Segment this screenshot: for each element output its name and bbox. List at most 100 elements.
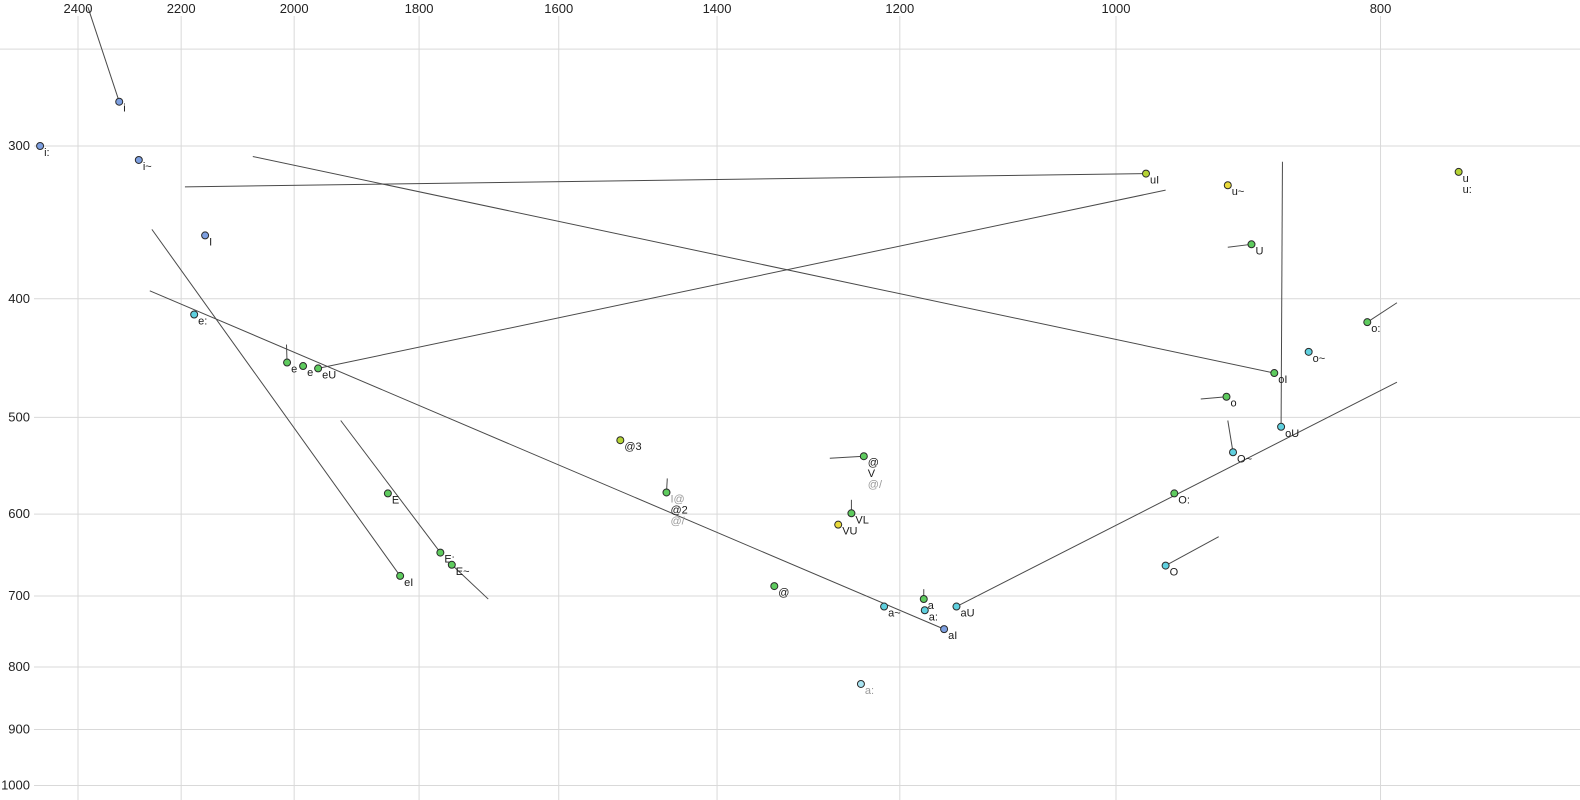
vowel-label-I-schwa-0: I@ [670,493,684,505]
vowel-label-schwa3-0: @3 [624,441,641,453]
vowel-point-aI[interactable] [940,625,949,634]
vowel-label-E-0: E [392,494,399,506]
y-axis-tick-label: 900 [8,722,30,737]
vowel-point-schwa[interactable] [770,582,779,591]
y-axis-tick-label: 500 [8,409,30,424]
trajectory-line-i-tail [87,7,120,102]
vowel-point-u-nasal[interactable] [1223,181,1232,190]
vowel-label-a-long-faded-0: a: [865,685,874,697]
trajectory-line-o-tick [1200,396,1227,400]
vowel-label-O-0: O [1170,567,1179,579]
y-axis-tick-label: 1000 [1,777,30,792]
x-axis-tick-label: 2200 [167,1,196,16]
vowel-label-I-schwa-1: @2 [670,504,687,516]
vowel-point-oU[interactable] [1277,422,1286,431]
x-axis-tick-label: 800 [1370,1,1392,16]
vowel-point-uI[interactable] [1141,169,1150,178]
vowel-point-i[interactable] [115,97,124,106]
vowel-point-e-2[interactable] [299,362,308,371]
trajectory-line-E-nasal-tail [451,564,489,600]
trajectory-line-schwa-V-tick [829,455,864,459]
vowel-label-e-1-0: e [291,364,297,376]
vowel-point-E-nasal[interactable] [447,560,456,569]
vowel-label-a-0: a [928,600,935,612]
vowel-label-schwa-0: @ [778,587,789,599]
vowel-label-aI-0: aI [948,630,957,642]
trajectory-line-aI-trajectory [149,290,945,630]
vowel-point-i-nasal[interactable] [134,155,143,164]
y-axis-tick-label: 600 [8,506,30,521]
vowel-point-E[interactable] [383,489,392,498]
x-axis-tick-label: 1800 [405,1,434,16]
vowel-label-aU-0: aU [960,608,974,620]
trajectory-line-oU-trajectory [1280,161,1283,427]
vowel-point-eU[interactable] [314,364,323,373]
vowel-label-i-nasal-0: i~ [143,161,152,173]
vowel-point-e-1[interactable] [283,358,292,367]
vowel-label-I-schwa-2: @/ [670,515,685,527]
vowel-label-e-long-0: e: [198,316,207,328]
x-axis-tick-label: 1000 [1102,1,1131,16]
vowel-point-u-long[interactable] [1454,167,1463,176]
vowel-label-eI-0: eI [404,577,413,589]
vowel-point-eI[interactable] [396,571,405,580]
vowel-label-a-long-0: a: [929,611,938,623]
trajectory-line-uI-trajectory [184,173,1147,188]
vowel-point-O[interactable] [1161,561,1170,570]
vowel-point-oI[interactable] [1270,369,1279,378]
vowel-point-aU[interactable] [952,602,961,611]
vowel-label-oI-0: oI [1278,374,1287,386]
vowel-label-i-long-0: i: [44,147,50,159]
vowel-label-VU-0: VU [842,526,857,538]
vowel-point-e-long[interactable] [190,310,199,319]
trajectory-line-eU-trajectory [318,189,1166,369]
vowel-label-o-0: o [1230,398,1236,410]
trajectory-line-oI-trajectory [252,156,1275,374]
x-axis-tick-label: 1200 [885,1,914,16]
vowel-point-VL[interactable] [847,509,856,518]
vowel-label-E-nasal-0: E~ [456,566,470,578]
vowel-label-u-long-0: u [1463,173,1469,185]
vowel-label-E-long-0: E: [444,554,454,566]
trajectory-line-o-long-tick [1367,302,1398,323]
vowel-label-I-0: I [209,236,212,248]
vowel-point-i-long[interactable] [36,142,45,150]
vowel-label-schwa-V-2: @/ [868,479,883,491]
point-layer: ii:i~Ie:e e eUEE:E~eI@3I@@2@/@V@/VLVU@a~aa… [36,97,1472,697]
x-axis-tick-label: 2000 [280,1,309,16]
y-axis-tick-label: 300 [8,138,30,153]
vowel-label-o-nasal-0: o~ [1313,353,1326,365]
vowel-point-O-long[interactable] [1170,489,1179,498]
vowel-point-schwa3[interactable] [616,436,625,445]
vowel-point-a[interactable] [919,595,928,604]
trajectory-line-E-long-tail [340,420,441,553]
vowel-label-u-long-1: u: [1463,184,1472,196]
vowel-label-schwa-V-1: V [868,468,876,480]
y-axis-tick-label: 400 [8,291,30,306]
vowel-point-o-long[interactable] [1363,318,1372,327]
vowel-point-I[interactable] [201,231,210,240]
vowel-point-E-long[interactable] [436,548,445,557]
trajectory-line-O-nasal-tick [1227,420,1234,453]
trajectory-line-eI-trajectory [151,229,401,577]
vowel-label-o-long-0: o: [1371,323,1380,335]
vowel-point-a-long[interactable] [920,606,929,615]
vowel-point-U[interactable] [1247,240,1256,249]
grid-layer [0,16,1580,800]
vowel-point-a-long-faded[interactable] [856,679,865,688]
axis-label-layer: 2400 2200 2000 1800 1600 1400 1200 1000 800 300 40… [1,1,1391,792]
vowel-point-I-schwa[interactable] [662,488,671,497]
x-axis-tick-label: 2400 [64,1,93,16]
vowel-point-o-nasal[interactable] [1304,347,1313,356]
vowel-point-schwa-V[interactable] [859,452,868,461]
vowel-point-VU[interactable] [834,520,843,529]
trajectory-line-O-tick [1165,536,1219,567]
vowel-point-O-nasal[interactable] [1229,448,1238,457]
vowel-label-schwa-V-0: @ [868,457,879,469]
vowel-label-uI-0: uI [1150,175,1159,187]
vowel-point-o[interactable] [1222,392,1231,401]
vowel-label-U-0: U [1255,245,1263,257]
vowel-point-a-nasal[interactable] [880,602,889,611]
x-axis-tick-label: 1600 [544,1,573,16]
